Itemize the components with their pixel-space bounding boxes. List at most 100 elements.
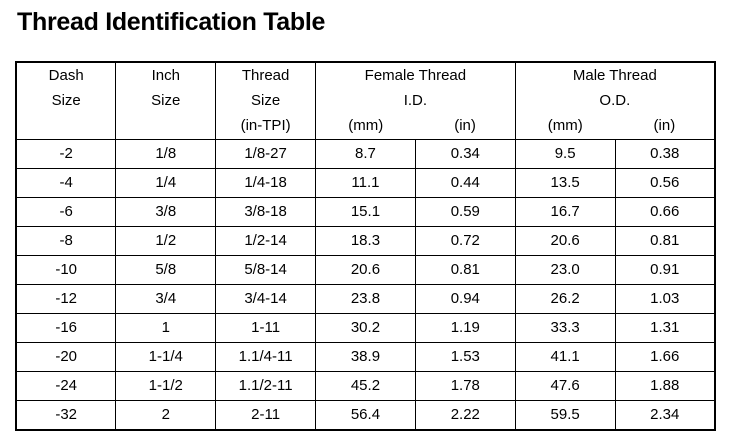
table-cell: 1-1/4 bbox=[115, 342, 217, 372]
table-cell: 1.1/2-11 bbox=[215, 371, 317, 401]
table-cell: 1.53 bbox=[414, 342, 516, 372]
thread-identification-table: Dash Size Inch Size Thread Size (in-TPI)… bbox=[15, 61, 716, 431]
table-cell: 56.4 bbox=[315, 400, 416, 431]
table-cell: 1.03 bbox=[614, 284, 716, 314]
header-line: Female Thread bbox=[364, 67, 467, 84]
table-cell: 0.38 bbox=[614, 139, 716, 169]
table-cell: 1-1/2 bbox=[115, 371, 217, 401]
table-cell: 1.31 bbox=[614, 313, 716, 343]
table-cell: 2 bbox=[115, 400, 217, 431]
page-title: Thread Identification Table bbox=[17, 8, 326, 36]
table-cell: 2-11 bbox=[215, 400, 317, 431]
table-cell: -8 bbox=[15, 226, 117, 256]
table-cell: 1.78 bbox=[414, 371, 516, 401]
table-row: -32 2 2-11 56.4 2.22 59.5 2.34 bbox=[15, 400, 716, 431]
header-subunits: (mm) (in) bbox=[316, 114, 515, 138]
table-cell: 0.66 bbox=[614, 197, 716, 227]
header-line: Size bbox=[251, 92, 281, 109]
table-cell: 0.94 bbox=[414, 284, 516, 314]
table-cell: 9.5 bbox=[514, 139, 616, 169]
table-header: Dash Size Inch Size Thread Size (in-TPI)… bbox=[15, 61, 716, 140]
header-unit-mm: (mm) bbox=[547, 117, 583, 134]
table-cell: 26.2 bbox=[514, 284, 616, 314]
table-cell: 0.81 bbox=[614, 226, 716, 256]
table-cell: 5/8 bbox=[115, 255, 217, 285]
column-header-thread-size: Thread Size (in-TPI) bbox=[215, 61, 317, 140]
header-line: Male Thread bbox=[572, 67, 657, 84]
table-cell: 2.34 bbox=[614, 400, 716, 431]
table-cell: 45.2 bbox=[315, 371, 416, 401]
column-header-dash-size: Dash Size bbox=[15, 61, 117, 140]
table-cell: 41.1 bbox=[514, 342, 616, 372]
header-line: Inch bbox=[151, 67, 180, 84]
column-header-inch-size: Inch Size bbox=[115, 61, 217, 140]
table-cell: 23.0 bbox=[514, 255, 616, 285]
table-cell: 13.5 bbox=[514, 168, 616, 198]
table-cell: 15.1 bbox=[315, 197, 416, 227]
header-unit-mm: (mm) bbox=[348, 117, 384, 134]
table-cell: 33.3 bbox=[514, 313, 616, 343]
table-cell: 23.8 bbox=[315, 284, 416, 314]
table-cell: 3/8 bbox=[115, 197, 217, 227]
table-cell: 0.81 bbox=[414, 255, 516, 285]
table-cell: 59.5 bbox=[514, 400, 616, 431]
table-cell: 0.59 bbox=[414, 197, 516, 227]
table-body: -2 1/8 1/8-27 8.7 0.34 9.5 0.38 -4 1/4 1/4-18 11.1… bbox=[15, 139, 716, 431]
header-line: Dash bbox=[48, 67, 84, 84]
table-cell: -24 bbox=[15, 371, 117, 401]
table-cell: 20.6 bbox=[315, 255, 416, 285]
table-cell: 3/4-14 bbox=[215, 284, 317, 314]
table-cell: 1/2-14 bbox=[215, 226, 317, 256]
table-cell: 1.66 bbox=[614, 342, 716, 372]
table-cell: 18.3 bbox=[315, 226, 416, 256]
table-cell: 20.6 bbox=[514, 226, 616, 256]
header-line: Size bbox=[51, 92, 81, 109]
header-line: Thread bbox=[241, 67, 290, 84]
table-cell: 1.88 bbox=[614, 371, 716, 401]
table-cell: -12 bbox=[15, 284, 117, 314]
table-cell: 1.19 bbox=[414, 313, 516, 343]
table-cell: 1/4-18 bbox=[215, 168, 317, 198]
table-cell: -2 bbox=[15, 139, 117, 169]
table-cell: 3/4 bbox=[115, 284, 217, 314]
table-cell: 1/4 bbox=[115, 168, 217, 198]
table-row: -8 1/2 1/2-14 18.3 0.72 20.6 0.81 bbox=[15, 226, 716, 256]
table-cell: 2.22 bbox=[414, 400, 516, 431]
table-cell: 0.44 bbox=[414, 168, 516, 198]
table-row: -16 1 1-11 30.2 1.19 33.3 1.31 bbox=[15, 313, 716, 343]
table-cell: 3/8-18 bbox=[215, 197, 317, 227]
table-row: -4 1/4 1/4-18 11.1 0.44 13.5 0.56 bbox=[15, 168, 716, 198]
table-cell: -20 bbox=[15, 342, 117, 372]
table-cell: 0.34 bbox=[414, 139, 516, 169]
table-cell: 47.6 bbox=[514, 371, 616, 401]
table-row: -2 1/8 1/8-27 8.7 0.34 9.5 0.38 bbox=[15, 139, 716, 169]
table-cell: -16 bbox=[15, 313, 117, 343]
header-subunits: (mm) (in) bbox=[516, 114, 714, 138]
table-cell: 0.91 bbox=[614, 255, 716, 285]
column-header-female-thread: Female Thread I.D. (mm) (in) bbox=[315, 61, 516, 140]
table-cell: 1/2 bbox=[115, 226, 217, 256]
table-cell: 1 bbox=[115, 313, 217, 343]
header-line: (in-TPI) bbox=[240, 117, 291, 134]
header-line: O.D. bbox=[599, 92, 631, 109]
table-row: -12 3/4 3/4-14 23.8 0.94 26.2 1.03 bbox=[15, 284, 716, 314]
table-cell: 16.7 bbox=[514, 197, 616, 227]
table-cell: 1/8-27 bbox=[215, 139, 317, 169]
table-row: -24 1-1/2 1.1/2-11 45.2 1.78 47.6 1.88 bbox=[15, 371, 716, 401]
table-cell: 1/8 bbox=[115, 139, 217, 169]
table-cell: 1-11 bbox=[215, 313, 317, 343]
table-cell: 5/8-14 bbox=[215, 255, 317, 285]
table-cell: -6 bbox=[15, 197, 117, 227]
table-cell: 1.1/4-11 bbox=[215, 342, 317, 372]
table-cell: 0.72 bbox=[414, 226, 516, 256]
table-cell: 8.7 bbox=[315, 139, 416, 169]
table-cell: 0.56 bbox=[614, 168, 716, 198]
table-cell: -4 bbox=[15, 168, 117, 198]
table-cell: -10 bbox=[15, 255, 117, 285]
header-line: Size bbox=[151, 92, 181, 109]
table-row: -6 3/8 3/8-18 15.1 0.59 16.7 0.66 bbox=[15, 197, 716, 227]
header-unit-in: (in) bbox=[653, 117, 676, 134]
table-header-row: Dash Size Inch Size Thread Size (in-TPI)… bbox=[15, 61, 716, 140]
header-unit-in: (in) bbox=[454, 117, 476, 134]
